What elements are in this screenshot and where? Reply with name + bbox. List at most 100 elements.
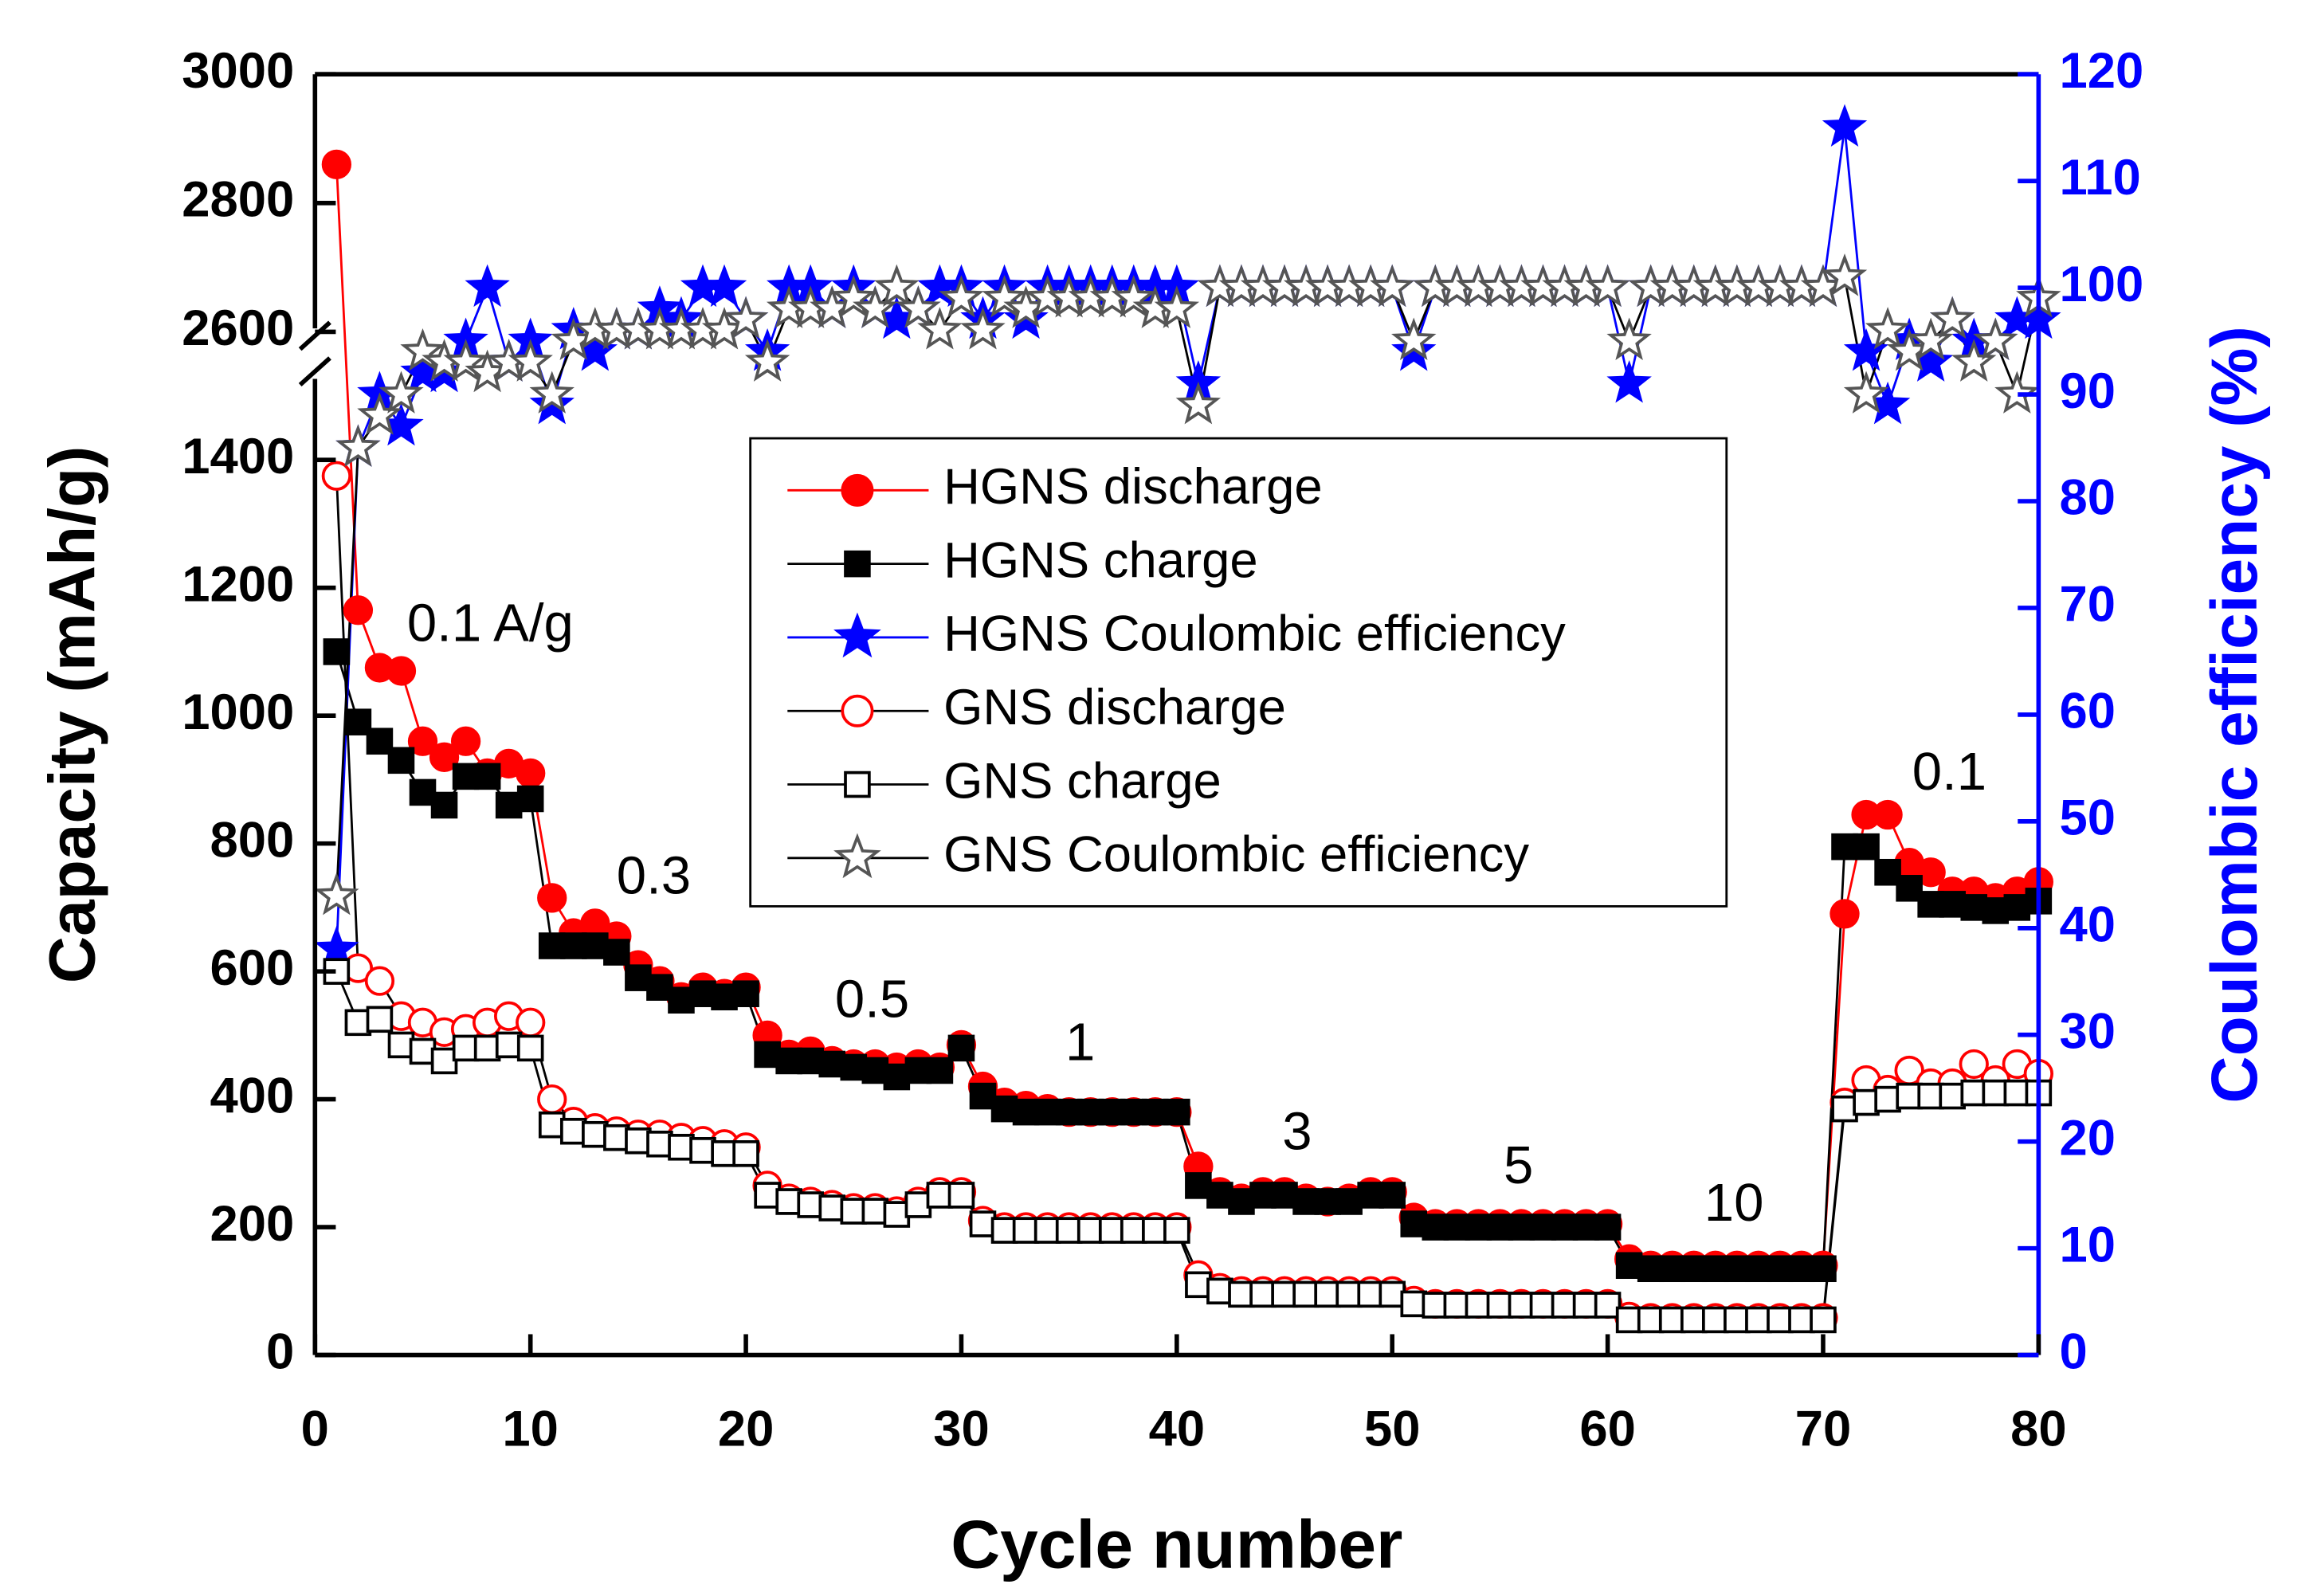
- y-axis-label: Capacity (mAh/g): [37, 446, 109, 984]
- data-point: [465, 264, 510, 308]
- data-point: [831, 275, 877, 318]
- legend-marker: [833, 833, 881, 879]
- legend-label: HGNS charge: [943, 532, 1258, 588]
- data-point: [314, 925, 359, 969]
- data-point: [1973, 317, 2018, 361]
- data-point: [1206, 1182, 1233, 1209]
- data-point: [1379, 1182, 1406, 1209]
- data-point: [537, 1084, 567, 1115]
- data-point: [853, 285, 898, 328]
- data-point: [732, 980, 759, 1007]
- data-point: [1822, 253, 1868, 296]
- data-point: [1335, 1188, 1363, 1215]
- data-point: [1615, 1306, 1643, 1334]
- data-point: [1658, 1255, 1686, 1283]
- data-point: [1929, 296, 1975, 339]
- data-point: [2003, 894, 2031, 921]
- y-tick-label: 1400: [182, 429, 294, 484]
- data-point: [1606, 317, 1652, 361]
- data-point: [947, 1034, 975, 1062]
- data-point: [1335, 1280, 1363, 1308]
- data-point: [926, 1057, 954, 1084]
- data-point: [1810, 1255, 1837, 1283]
- y-tick-label: 1000: [182, 684, 294, 740]
- y-tick-label: 3000: [182, 43, 294, 99]
- data-point: [1163, 1098, 1190, 1126]
- y2-axis-label: Coulombic efficiency (%): [2198, 326, 2271, 1103]
- y2-tick-label: 100: [2059, 257, 2143, 312]
- data-point: [378, 371, 424, 414]
- data-point: [1370, 264, 1415, 308]
- data-point: [364, 966, 395, 996]
- data-point: [508, 339, 553, 382]
- data-point: [1767, 1255, 1794, 1283]
- data-point: [1508, 1214, 1535, 1241]
- data-point: [1185, 1271, 1212, 1299]
- data-point: [818, 1050, 846, 1078]
- data-point: [861, 1057, 889, 1084]
- data-point: [1896, 1082, 1923, 1110]
- data-point: [874, 264, 920, 308]
- y2-tick-label: 80: [2059, 470, 2116, 526]
- data-point: [947, 1182, 975, 1209]
- data-point: [723, 296, 769, 339]
- data-point: [1292, 1188, 1320, 1215]
- data-point: [646, 974, 673, 1001]
- data-point: [960, 307, 1006, 350]
- data-point: [861, 1198, 889, 1225]
- data-point: [1012, 1217, 1040, 1244]
- data-point: [1249, 1280, 1277, 1308]
- data-point: [1551, 1214, 1579, 1241]
- data-point: [343, 595, 374, 625]
- axis-break: [298, 320, 331, 351]
- data-point: [1959, 1049, 1989, 1080]
- data-point: [1142, 1098, 1169, 1126]
- data-point: [314, 872, 359, 916]
- data-point: [1917, 1082, 1944, 1110]
- data-point: [732, 1140, 759, 1167]
- legend-box: [749, 437, 1728, 908]
- data-point: [537, 883, 567, 913]
- data-point: [1228, 1280, 1255, 1308]
- data-point: [1843, 328, 1889, 371]
- data-point: [1486, 1214, 1514, 1241]
- data-point: [754, 1041, 781, 1069]
- data-point: [1702, 1306, 1729, 1334]
- data-point: [366, 727, 394, 755]
- data-point: [1916, 857, 1946, 888]
- y-tick-label: 0: [266, 1323, 294, 1379]
- x-tick-label: 0: [301, 1401, 329, 1457]
- data-point: [321, 461, 351, 491]
- x-tick-label: 40: [1149, 1401, 1206, 1457]
- data-point: [1111, 275, 1156, 318]
- data-point: [969, 1210, 997, 1237]
- data-point: [559, 932, 587, 959]
- data-point: [1830, 899, 1860, 929]
- data-point: [701, 264, 747, 308]
- data-point: [969, 1082, 997, 1110]
- data-point: [1012, 1098, 1040, 1126]
- data-point: [582, 1120, 609, 1148]
- y2-tick-label: 90: [2059, 363, 2116, 419]
- annotation: 0.3: [617, 846, 691, 906]
- data-point: [1163, 1217, 1190, 1244]
- annotation: 0.5: [835, 969, 909, 1029]
- data-point: [1908, 317, 1954, 361]
- data-point: [1594, 1214, 1622, 1241]
- data-point: [1873, 799, 1903, 830]
- y2-tick-label: 70: [2059, 577, 2116, 633]
- data-point: [1939, 891, 1966, 918]
- y-tick-label: 400: [210, 1068, 294, 1123]
- data-point: [344, 708, 372, 735]
- data-point: [473, 763, 501, 790]
- x-tick-label: 70: [1795, 1401, 1852, 1457]
- legend-label: HGNS Coulombic efficiency: [943, 606, 1566, 662]
- x-tick-label: 20: [718, 1401, 775, 1457]
- data-point: [896, 285, 941, 328]
- legend-marker: [841, 694, 874, 727]
- data-point: [366, 1006, 394, 1033]
- legend-marker: [844, 550, 871, 578]
- y-tick-label: 1200: [182, 556, 294, 612]
- data-point: [400, 328, 445, 371]
- x-tick-label: 10: [502, 1401, 559, 1457]
